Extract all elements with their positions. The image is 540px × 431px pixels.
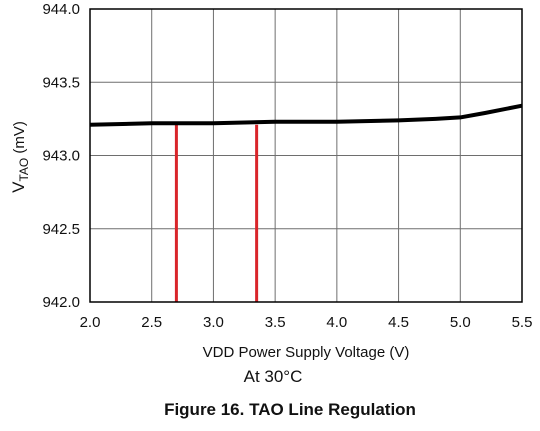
x-tick-label: 3.5: [265, 314, 286, 331]
y-tick-label: 943.5: [42, 74, 80, 91]
plot-frame: [89, 8, 523, 303]
y-tick-label: 942.5: [42, 221, 80, 238]
y-tick-labels: 942.0 942.5 943.0 943.5 944.0: [42, 1, 80, 311]
x-tick-label: 3.0: [203, 314, 224, 331]
y-tick-label: 943.0: [42, 148, 80, 165]
data-series: [89, 103, 523, 127]
x-tick-label: 2.5: [141, 314, 162, 331]
grid: [90, 9, 522, 302]
x-tick-label: 4.0: [326, 314, 347, 331]
reference-lines: [174, 124, 259, 302]
y-tick-label: 942.0: [42, 294, 80, 311]
x-tick-label: 5.5: [512, 314, 533, 331]
x-tick-label: 4.5: [388, 314, 409, 331]
y-axis-label: VTAO (mV): [9, 121, 31, 193]
x-axis-label: VDD Power Supply Voltage (V): [203, 344, 410, 361]
x-tick-labels: 2.0 2.5 3.0 3.5 4.0 4.5 5.0 5.5: [80, 314, 533, 331]
x-tick-label: 2.0: [80, 314, 101, 331]
x-tick-label: 5.0: [450, 314, 471, 331]
temperature-annotation: At 30°C: [244, 367, 303, 386]
y-axis-label-main: V: [9, 181, 28, 193]
series-line: [89, 103, 523, 127]
y-tick-label: 944.0: [42, 1, 80, 18]
y-axis-label-subscript: TAO: [17, 158, 31, 182]
figure-caption: Figure 16. TAO Line Regulation: [164, 400, 416, 419]
y-axis-label-unit: (mV): [11, 121, 28, 158]
